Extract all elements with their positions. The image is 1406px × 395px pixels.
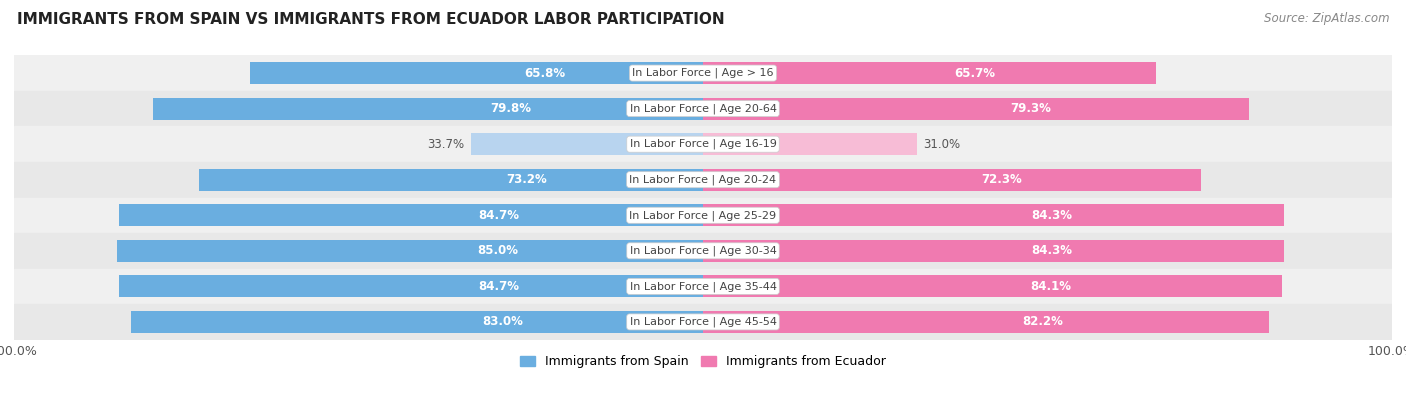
Bar bbox=[703, 133, 917, 155]
Text: 84.1%: 84.1% bbox=[1031, 280, 1071, 293]
Text: 84.7%: 84.7% bbox=[478, 209, 519, 222]
Text: 83.0%: 83.0% bbox=[482, 316, 523, 328]
Text: In Labor Force | Age 20-24: In Labor Force | Age 20-24 bbox=[630, 175, 776, 185]
Bar bbox=[14, 126, 1392, 162]
Bar bbox=[14, 91, 1392, 126]
Text: 31.0%: 31.0% bbox=[924, 138, 960, 150]
Text: 79.3%: 79.3% bbox=[1011, 102, 1052, 115]
Bar bbox=[120, 275, 703, 297]
Bar bbox=[703, 240, 1284, 262]
Text: In Labor Force | Age 16-19: In Labor Force | Age 16-19 bbox=[630, 139, 776, 149]
Text: 65.8%: 65.8% bbox=[524, 67, 565, 79]
Text: 73.2%: 73.2% bbox=[506, 173, 547, 186]
Bar bbox=[703, 98, 1250, 120]
Text: 72.3%: 72.3% bbox=[981, 173, 1022, 186]
Text: 84.7%: 84.7% bbox=[478, 280, 519, 293]
Bar bbox=[120, 204, 703, 226]
Bar bbox=[14, 55, 1392, 91]
Text: Source: ZipAtlas.com: Source: ZipAtlas.com bbox=[1264, 12, 1389, 25]
Text: 84.3%: 84.3% bbox=[1031, 209, 1071, 222]
Text: In Labor Force | Age 45-54: In Labor Force | Age 45-54 bbox=[630, 317, 776, 327]
Bar bbox=[131, 311, 703, 333]
Bar bbox=[703, 62, 1156, 84]
Bar bbox=[14, 233, 1392, 269]
Text: IMMIGRANTS FROM SPAIN VS IMMIGRANTS FROM ECUADOR LABOR PARTICIPATION: IMMIGRANTS FROM SPAIN VS IMMIGRANTS FROM… bbox=[17, 12, 724, 27]
Bar bbox=[250, 62, 703, 84]
Text: In Labor Force | Age 20-64: In Labor Force | Age 20-64 bbox=[630, 103, 776, 114]
Text: In Labor Force | Age 25-29: In Labor Force | Age 25-29 bbox=[630, 210, 776, 220]
Text: 65.7%: 65.7% bbox=[955, 67, 995, 79]
Bar bbox=[117, 240, 703, 262]
Text: In Labor Force | Age > 16: In Labor Force | Age > 16 bbox=[633, 68, 773, 78]
Bar bbox=[153, 98, 703, 120]
Legend: Immigrants from Spain, Immigrants from Ecuador: Immigrants from Spain, Immigrants from E… bbox=[515, 350, 891, 373]
Bar bbox=[471, 133, 703, 155]
Bar bbox=[703, 169, 1201, 191]
Text: 33.7%: 33.7% bbox=[427, 138, 464, 150]
Text: 84.3%: 84.3% bbox=[1031, 245, 1071, 257]
Bar bbox=[703, 275, 1282, 297]
Bar bbox=[14, 269, 1392, 304]
Text: In Labor Force | Age 35-44: In Labor Force | Age 35-44 bbox=[630, 281, 776, 292]
Bar bbox=[703, 204, 1284, 226]
Bar bbox=[14, 198, 1392, 233]
Bar bbox=[198, 169, 703, 191]
Text: 79.8%: 79.8% bbox=[491, 102, 531, 115]
Bar bbox=[703, 311, 1270, 333]
Bar bbox=[14, 162, 1392, 198]
Bar bbox=[14, 304, 1392, 340]
Text: In Labor Force | Age 30-34: In Labor Force | Age 30-34 bbox=[630, 246, 776, 256]
Text: 85.0%: 85.0% bbox=[478, 245, 519, 257]
Text: 82.2%: 82.2% bbox=[1022, 316, 1063, 328]
